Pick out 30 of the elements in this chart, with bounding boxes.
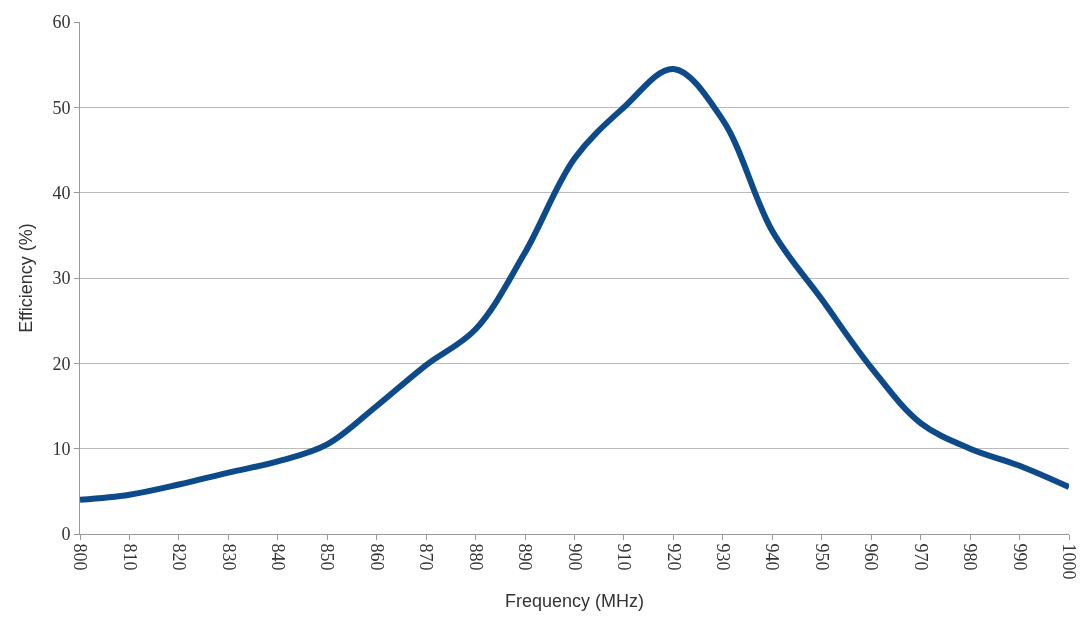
x-tick-label: 890 [515,543,536,571]
x-tick-label: 940 [762,543,783,571]
y-tick-label: 20 [52,353,71,374]
y-tick-label: 30 [52,268,71,289]
x-tick-label: 910 [614,543,635,571]
y-tick-label: 60 [52,12,71,33]
y-axis-title: Efficiency (%) [15,223,36,333]
x-tick-label: 970 [910,543,931,571]
x-tick-label: 880 [465,543,486,571]
y-tick-label: 10 [52,438,71,459]
x-tick-label: 840 [267,543,288,571]
x-tick-label: 960 [861,543,882,571]
x-tick-label: 800 [70,543,91,571]
x-tick-label: 1000 [1059,543,1080,580]
x-tick-label: 870 [416,543,437,571]
x-tick-label: 950 [811,543,832,571]
x-tick-label: 830 [218,543,239,571]
x-tick-label: 930 [713,543,733,571]
x-tick-label: 850 [317,543,338,571]
x-tick-label: 920 [663,543,684,571]
x-tick-label: 990 [1009,543,1030,571]
x-tick-label: 980 [960,543,981,571]
y-tick-label: 40 [52,182,71,203]
x-tick-label: 860 [366,543,387,571]
y-tick-label: 50 [52,97,71,118]
y-tick-label: 0 [61,524,71,545]
x-tick-label: 900 [564,543,585,571]
x-tick-label: 820 [169,543,190,571]
x-tick-label: 810 [119,543,140,571]
x-axis-title: Frequency (MHz) [504,590,645,611]
